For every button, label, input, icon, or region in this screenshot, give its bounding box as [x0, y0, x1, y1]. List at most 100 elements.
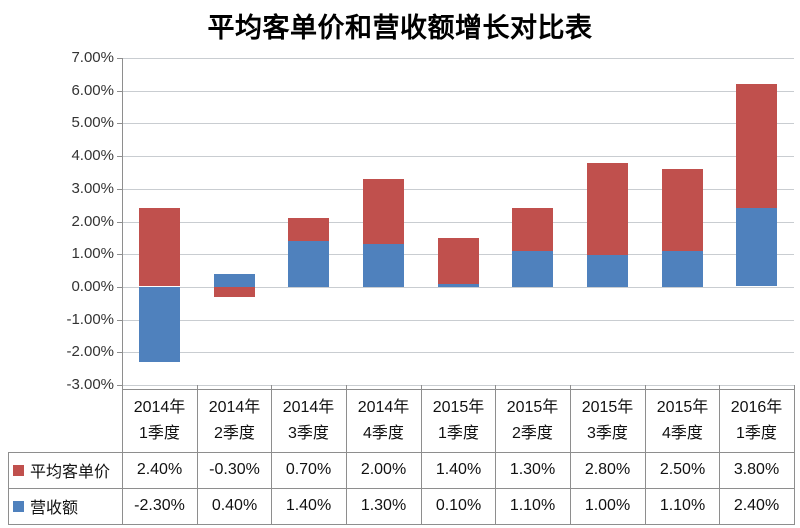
bar-segment [736, 84, 777, 208]
table-border [794, 389, 795, 525]
category-tick [122, 385, 123, 390]
table-header-cell: 2014年 3季度 [271, 389, 346, 452]
table-value-cell: 3.80% [733, 461, 780, 478]
gridline [122, 58, 794, 59]
table-value-cell: -0.30% [209, 461, 260, 478]
table-header-cell: 2015年 4季度 [645, 389, 720, 452]
y-axis-label: 7.00% [71, 49, 114, 66]
y-axis-tick [117, 123, 122, 124]
category-label: 2016年 1季度 [730, 398, 783, 442]
y-axis-label: -2.00% [66, 343, 114, 360]
gridline [122, 123, 794, 124]
table-header-cell: 2014年 1季度 [122, 389, 197, 452]
table-border [8, 452, 794, 453]
gridline [122, 91, 794, 92]
table-border [271, 389, 272, 525]
table-border [122, 389, 794, 390]
table-header-cell: 2015年 3季度 [570, 389, 645, 452]
table-value-cell: 1.30% [509, 461, 556, 478]
y-axis-tick [117, 58, 122, 59]
y-axis-tick [117, 385, 122, 386]
legend-swatch [13, 464, 24, 476]
series-name: 平均客单价 [30, 464, 111, 481]
series-name-cell: 平均客单价 [8, 452, 122, 488]
table-value-cell: 1.10% [509, 497, 556, 514]
bar-segment [214, 287, 255, 297]
series-name-cell: 营收额 [8, 488, 122, 524]
bar-segment [438, 238, 479, 284]
y-axis-tick [117, 156, 122, 157]
y-axis-label: -3.00% [66, 376, 114, 393]
table-header-cell: 2015年 1季度 [421, 389, 496, 452]
table-border [122, 389, 123, 525]
y-axis-tick [117, 352, 122, 353]
y-axis-line [122, 58, 123, 386]
bar-segment [587, 163, 628, 255]
category-tick [570, 385, 571, 390]
y-axis-label: 3.00% [71, 180, 114, 197]
category-label: 2014年 3季度 [282, 398, 335, 442]
table-value-cell: -2.30% [134, 497, 185, 514]
bar-segment [139, 208, 180, 286]
bar-segment [736, 208, 777, 286]
table-border [719, 389, 720, 525]
y-axis-tick [117, 189, 122, 190]
category-tick [197, 385, 198, 390]
bar-segment [363, 179, 404, 244]
table-value-cell: 0.10% [435, 497, 482, 514]
y-axis-label: 2.00% [71, 213, 114, 230]
bar-segment [438, 284, 479, 287]
category-tick [421, 385, 422, 390]
bar-segment [288, 241, 329, 287]
category-tick [794, 385, 795, 390]
table-border [495, 389, 496, 525]
bar-segment [662, 251, 703, 287]
table-border [8, 524, 794, 525]
y-axis-label: 5.00% [71, 114, 114, 131]
table-value-cell: 1.10% [659, 497, 706, 514]
table-border [8, 488, 794, 489]
chart-title: 平均客单价和营收额增长对比表 [207, 13, 593, 43]
gridline [122, 287, 794, 288]
gridline [122, 385, 794, 386]
legend-swatch [13, 500, 24, 512]
table-value-cell: 0.70% [285, 461, 332, 478]
table-value-cell: 2.40% [733, 497, 780, 514]
bar-segment [662, 169, 703, 251]
category-label: 2015年 4季度 [656, 398, 709, 442]
table-border [346, 389, 347, 525]
table-value-cell: 1.30% [360, 497, 407, 514]
table-header-cell: 2014年 4季度 [346, 389, 421, 452]
category-label: 2014年 2季度 [208, 398, 261, 442]
category-label: 2015年 1季度 [432, 398, 485, 442]
category-label: 2014年 4季度 [357, 398, 410, 442]
bar-segment [587, 254, 628, 287]
table-header-cell: 2015年 2季度 [495, 389, 570, 452]
y-axis-label: 4.00% [71, 147, 114, 164]
y-axis-label: 0.00% [71, 278, 114, 295]
y-axis-tick [117, 287, 122, 288]
category-tick [645, 385, 646, 390]
table-border [8, 452, 9, 525]
category-tick [346, 385, 347, 390]
category-label: 2014年 1季度 [133, 398, 186, 442]
table-value-cell: 1.00% [584, 497, 631, 514]
gridline [122, 189, 794, 190]
bar-segment [512, 251, 553, 287]
y-axis-label: -1.00% [66, 311, 114, 328]
bar-segment [214, 274, 255, 287]
category-label: 2015年 3季度 [581, 398, 634, 442]
y-axis-tick [117, 91, 122, 92]
table-border [645, 389, 646, 525]
y-axis-tick [117, 254, 122, 255]
table-border [197, 389, 198, 525]
bar-segment [139, 287, 180, 362]
table-value-cell: 2.00% [360, 461, 407, 478]
gridline [122, 156, 794, 157]
gridline [122, 320, 794, 321]
y-axis-label: 6.00% [71, 82, 114, 99]
category-tick [719, 385, 720, 390]
table-value-cell: 1.40% [285, 497, 332, 514]
y-axis-tick [117, 222, 122, 223]
